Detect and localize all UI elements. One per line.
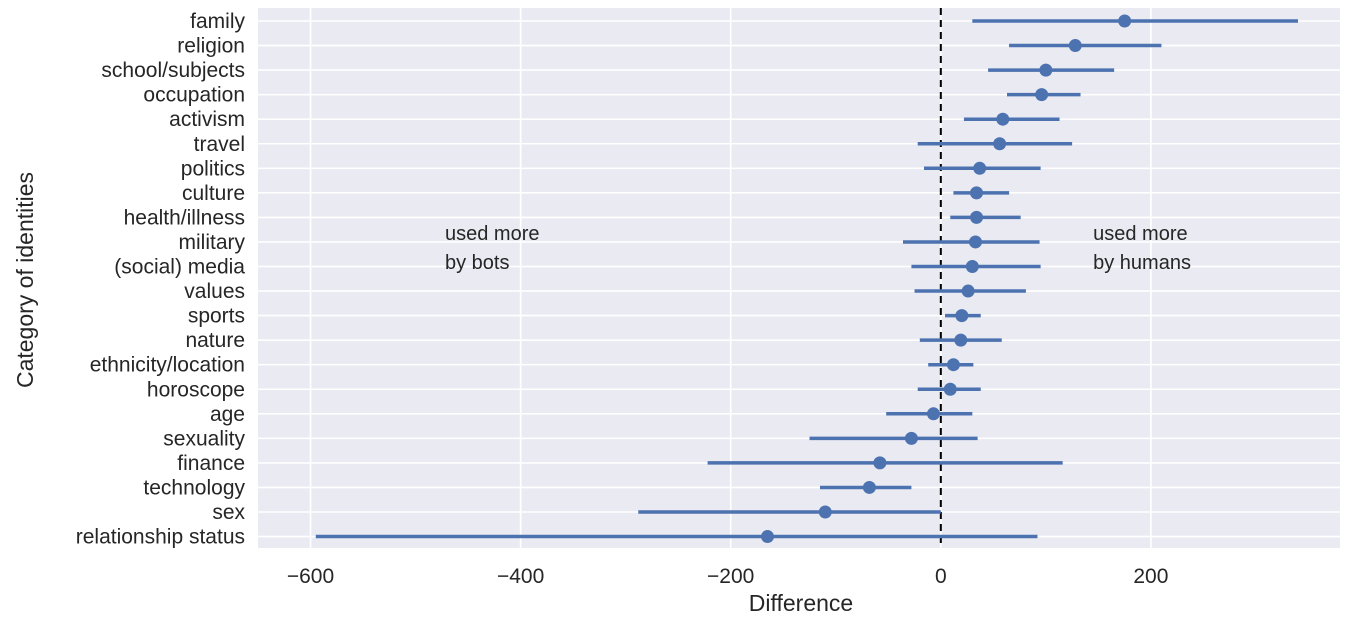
category-label: health/illness: [124, 206, 245, 229]
point-marker: [904, 431, 918, 445]
category-label: travel: [194, 133, 245, 156]
category-label: technology: [143, 476, 245, 499]
annotation-text: by humans: [1093, 252, 1191, 274]
grid-lines: [258, 8, 1340, 548]
category-label: ethnicity/location: [90, 354, 245, 377]
x-tick-label: −400: [497, 565, 544, 588]
point-marker: [1039, 63, 1053, 77]
point-marker: [970, 210, 984, 224]
x-tick-label: 200: [1133, 565, 1168, 588]
point-marker: [862, 480, 876, 494]
category-label: sexuality: [163, 427, 245, 450]
x-tick-label: −200: [707, 565, 754, 588]
point-marker: [965, 260, 979, 273]
point-marker: [873, 456, 887, 470]
x-axis-title: Difference: [749, 590, 853, 616]
point-marker: [1118, 14, 1132, 28]
category-label: values: [184, 280, 245, 303]
category-labels: familyreligionschool/subjectsoccupationa…: [76, 10, 246, 549]
point-marker: [926, 407, 940, 421]
annotations: used more by bots used more by humans: [445, 223, 1191, 274]
category-label: (social) media: [114, 256, 245, 279]
point-marker: [970, 186, 984, 200]
point-marker: [955, 309, 969, 323]
category-label: politics: [181, 157, 245, 180]
point-markers: [760, 14, 1132, 544]
category-label: family: [190, 10, 245, 33]
point-marker: [818, 505, 832, 519]
category-label: sex: [212, 501, 245, 524]
category-label: finance: [177, 452, 245, 475]
point-marker: [760, 530, 774, 544]
point-marker: [961, 284, 975, 298]
category-label: culture: [182, 182, 245, 205]
point-marker: [1068, 39, 1082, 53]
point-marker: [993, 137, 1007, 151]
category-label: nature: [185, 329, 245, 352]
annotation-text: by bots: [445, 252, 509, 274]
category-label: school/subjects: [101, 59, 245, 82]
category-label: relationship status: [76, 526, 245, 549]
point-marker: [968, 235, 982, 249]
annotation-text: used more: [445, 223, 540, 245]
point-marker: [946, 358, 960, 372]
category-label: occupation: [143, 84, 245, 107]
category-label: activism: [169, 108, 245, 131]
category-label: religion: [177, 35, 245, 58]
point-marker: [996, 112, 1010, 126]
plot-background: [258, 8, 1340, 548]
annotation-text: used more: [1093, 223, 1188, 245]
category-label: horoscope: [147, 378, 245, 401]
point-marker: [1035, 88, 1049, 102]
x-tick-label: 0: [935, 565, 947, 588]
y-axis-title: Category of identities: [12, 172, 38, 388]
category-label: sports: [188, 305, 245, 328]
category-label: age: [210, 403, 245, 426]
point-marker: [943, 382, 957, 396]
x-tick-labels: −600 −400 −200 0 200: [287, 565, 1169, 588]
category-label: military: [179, 231, 246, 254]
point-marker: [973, 161, 987, 175]
point-marker: [954, 333, 968, 347]
x-tick-label: −600: [287, 565, 334, 588]
